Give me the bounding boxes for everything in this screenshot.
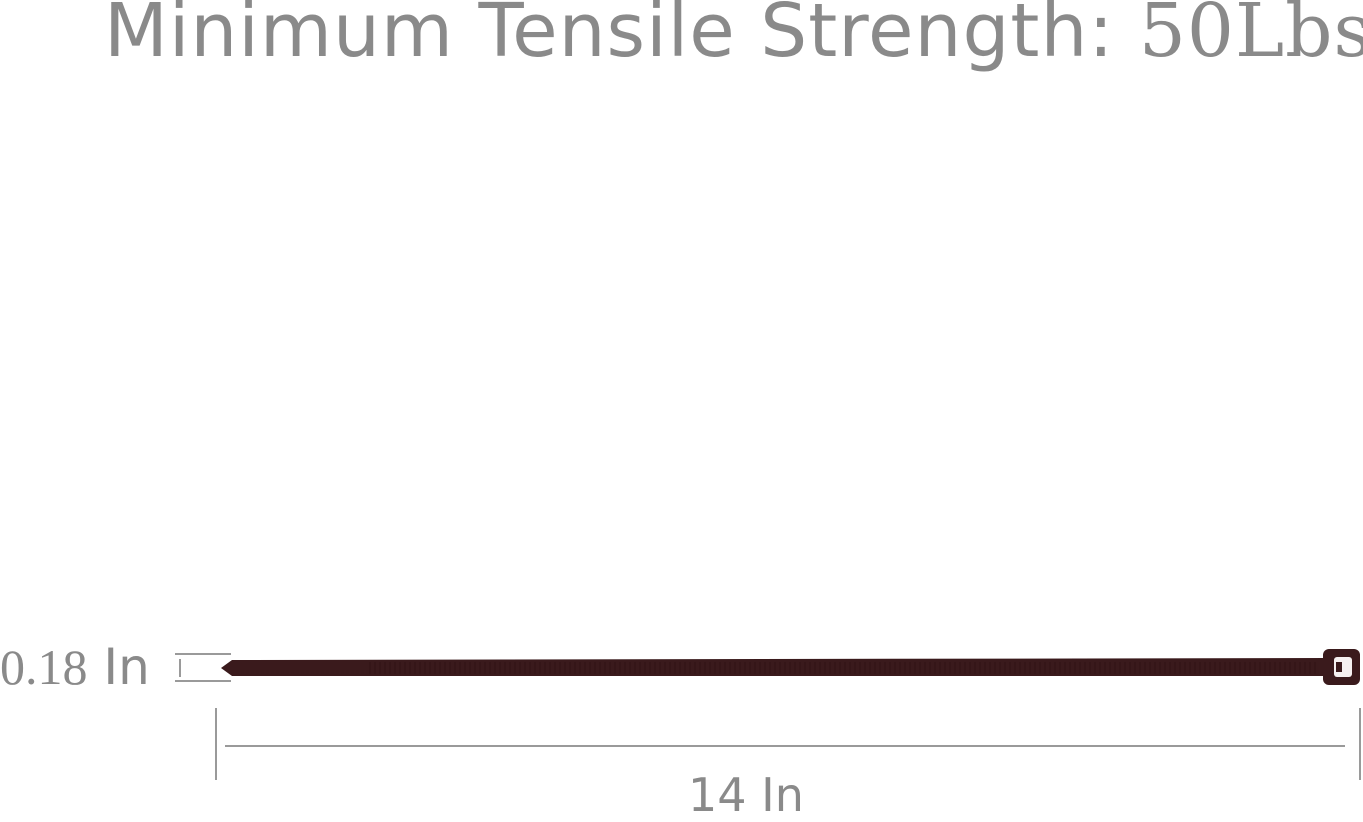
width-dimension-label: 0.18 In	[0, 638, 150, 696]
title-label: Minimum Tensile Strength:	[104, 0, 1115, 74]
width-dimension-marker	[175, 653, 231, 682]
cable-tie	[221, 649, 1360, 685]
title-value: 50Lbs	[1138, 0, 1363, 74]
length-dimension-label: 14 In	[688, 768, 804, 822]
length-dimension-marker	[215, 708, 1361, 780]
page-title: Minimum Tensile Strength: 50Lbs	[104, 0, 1363, 74]
width-unit: In	[103, 638, 150, 696]
width-value: 0.18	[0, 639, 88, 695]
